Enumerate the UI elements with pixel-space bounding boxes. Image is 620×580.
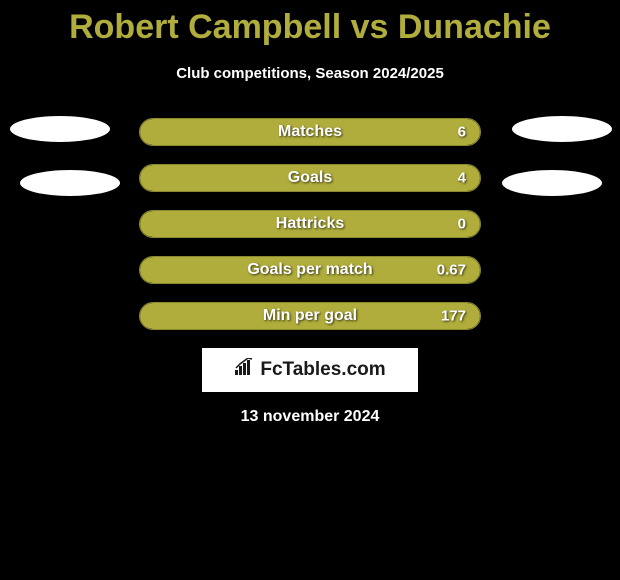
page-title: Robert Campbell vs Dunachie [0, 8, 620, 47]
logo-text: FcTables.com [260, 359, 385, 381]
bar-label: Matches [278, 123, 342, 141]
bar-min-per-goal: Min per goal 177 [139, 302, 481, 330]
comparison-card: Robert Campbell vs Dunachie Club competi… [0, 0, 620, 426]
bar-label: Hattricks [276, 215, 344, 233]
player-left-ellipse-2 [20, 170, 120, 196]
logo: FcTables.com [234, 358, 385, 382]
player-left-ellipse-1 [10, 116, 110, 142]
bar-value: 6 [458, 124, 466, 141]
bar-value: 4 [458, 170, 466, 187]
date: 13 november 2024 [0, 408, 620, 426]
stats-area: Matches 6 Goals 4 Hattricks 0 Goals per … [0, 118, 620, 426]
bar-hattricks: Hattricks 0 [139, 210, 481, 238]
bar-value: 0.67 [437, 262, 466, 279]
bar-label: Goals [288, 169, 332, 187]
player-right-ellipse-1 [512, 116, 612, 142]
player-right-ellipse-2 [502, 170, 602, 196]
bar-label: Goals per match [247, 261, 372, 279]
bar-goals-per-match: Goals per match 0.67 [139, 256, 481, 284]
bar-label: Min per goal [263, 307, 357, 325]
bar-value: 0 [458, 216, 466, 233]
stat-bars: Matches 6 Goals 4 Hattricks 0 Goals per … [139, 118, 481, 330]
subtitle: Club competitions, Season 2024/2025 [0, 65, 620, 82]
bars-icon [234, 358, 256, 382]
bar-goals: Goals 4 [139, 164, 481, 192]
bar-matches: Matches 6 [139, 118, 481, 146]
logo-box[interactable]: FcTables.com [202, 348, 418, 392]
bar-value: 177 [441, 308, 466, 325]
